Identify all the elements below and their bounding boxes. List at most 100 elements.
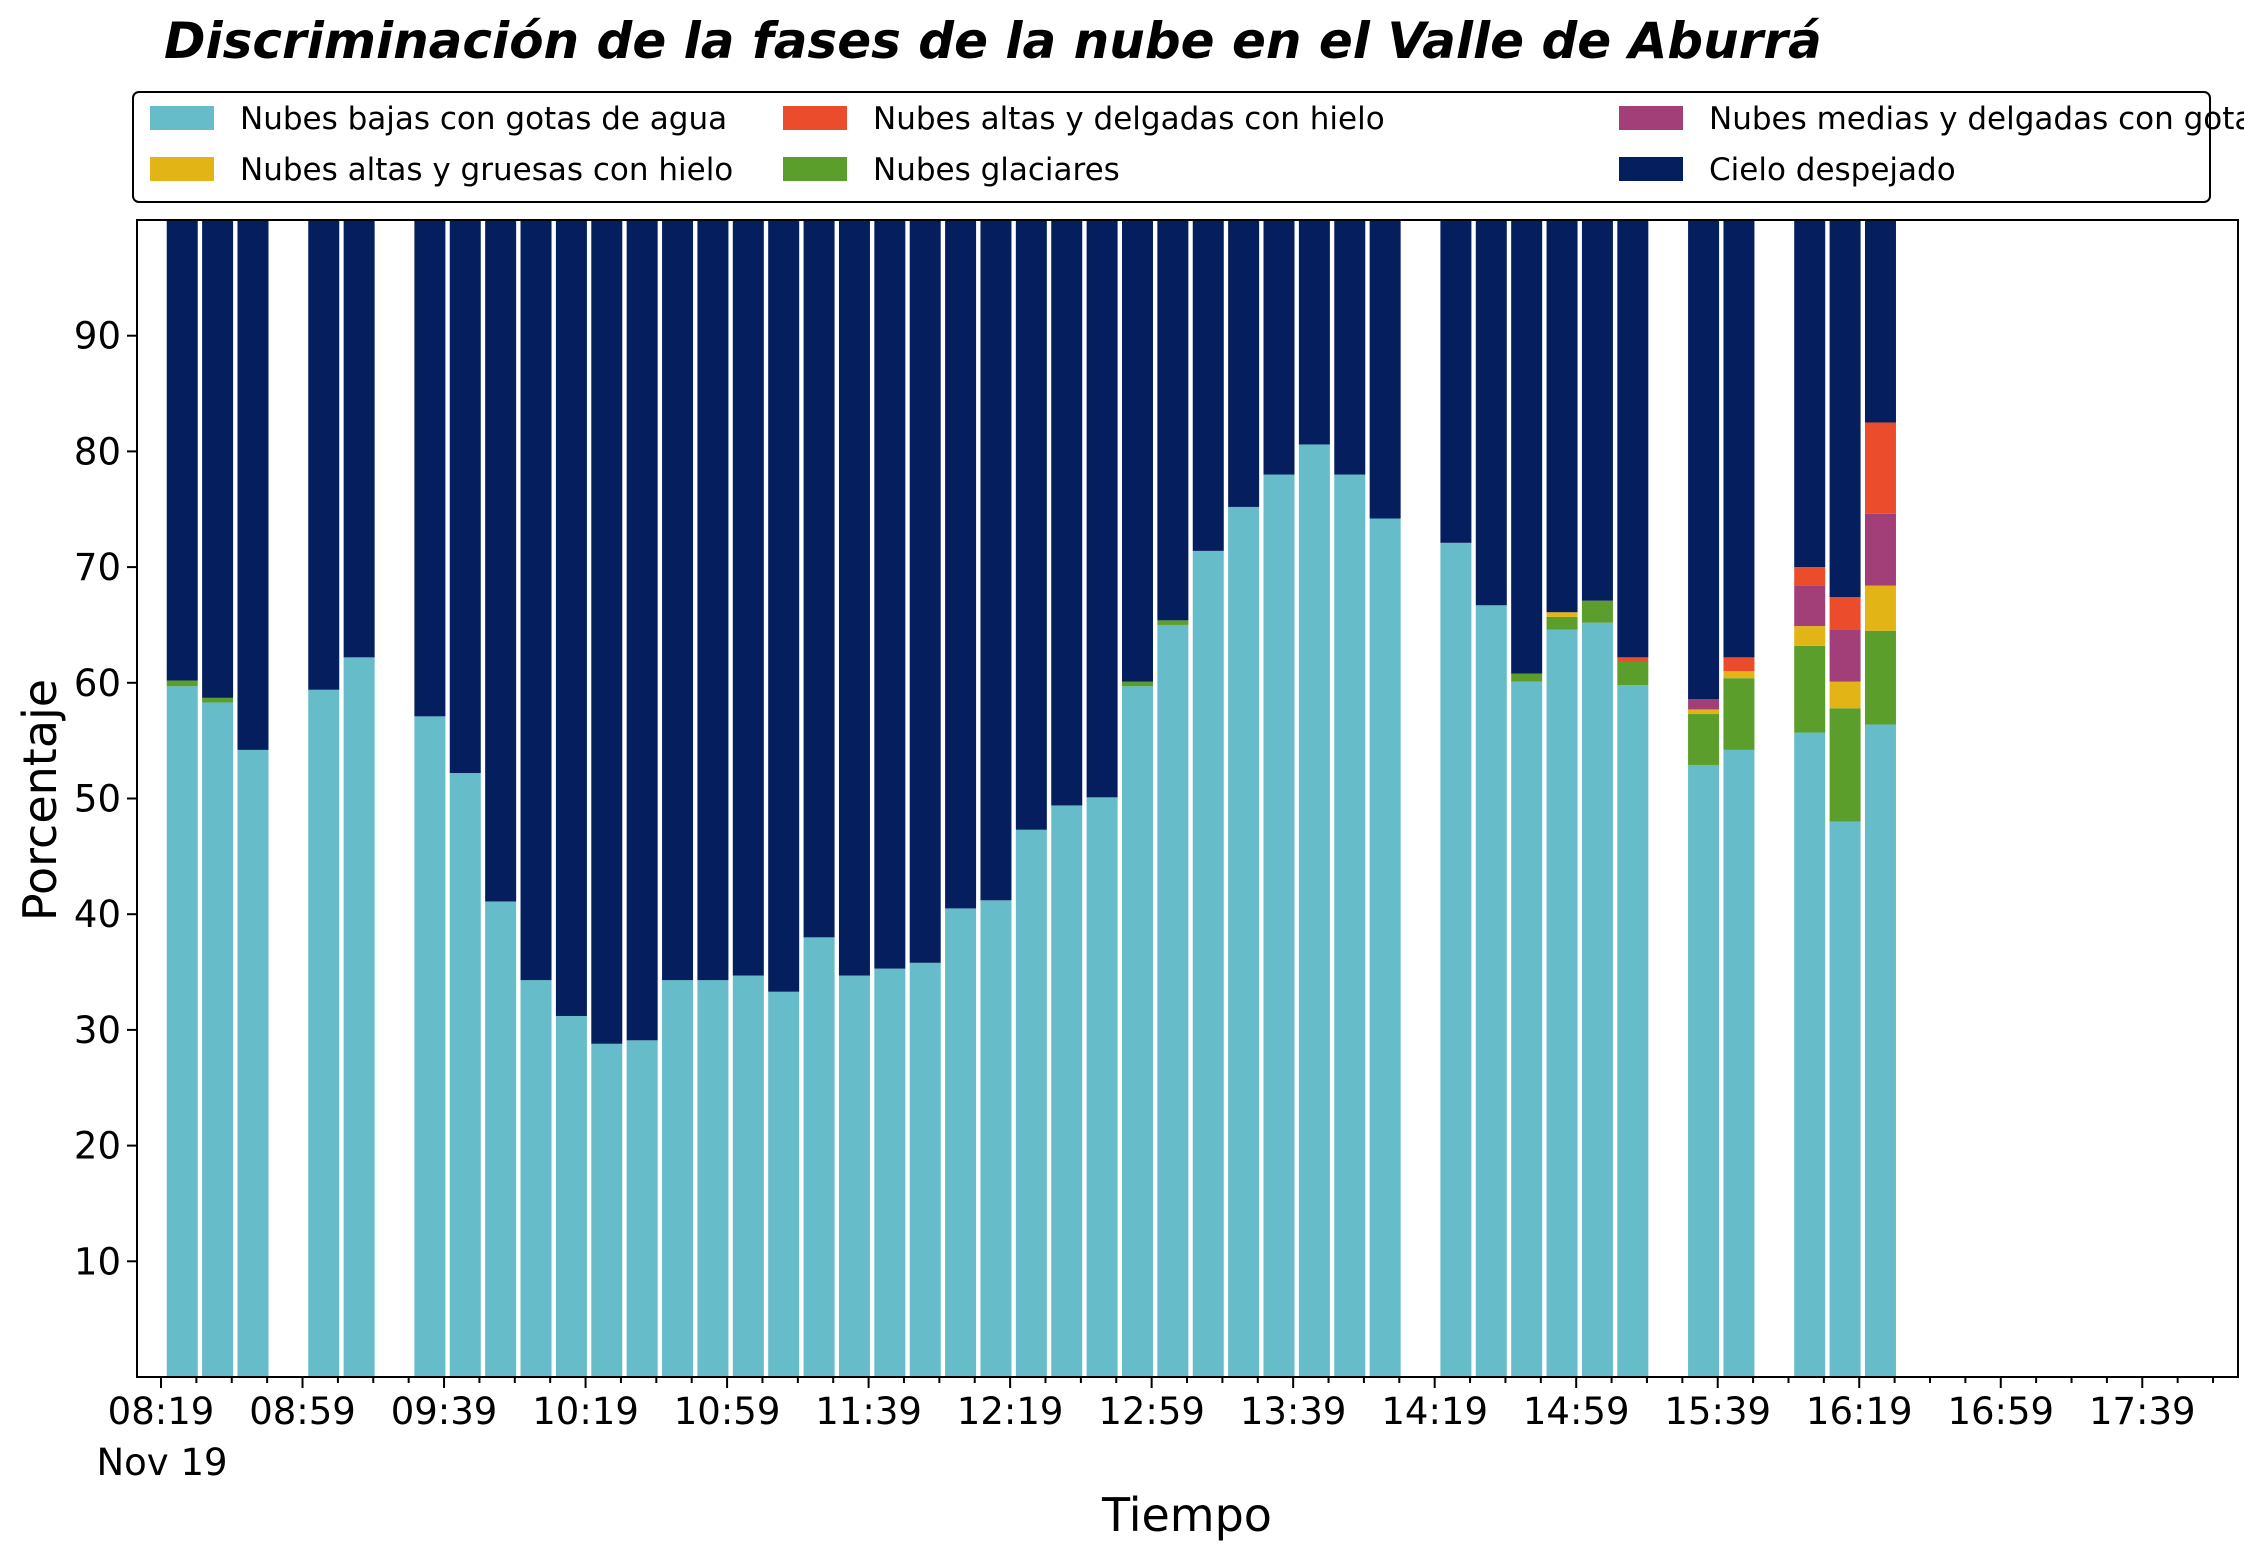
bar-segment-12-series-6: [626, 220, 658, 1041]
bar-segment-25-series-6: [1086, 220, 1118, 798]
bar-segment-18-series-6: [838, 220, 870, 976]
legend: Nubes bajas con gotas de agua Nubes altas…: [132, 91, 2244, 203]
bar-segment-32-series-6: [1334, 220, 1366, 475]
y-tick-label: 50: [74, 778, 121, 821]
legend-swatch: [783, 157, 847, 181]
bar-segment-30-series-6: [1263, 220, 1295, 475]
y-tick-label: 30: [74, 1009, 121, 1052]
legend-frame: [132, 91, 2211, 203]
bar-segment-44-series-6: [1864, 220, 1896, 423]
bar-segment-2-series-1: [202, 702, 234, 1377]
bar-segment-36-series-1: [1511, 681, 1543, 1377]
bar-segment-21-series-1: [945, 908, 977, 1377]
y-tick-label: 10: [74, 1240, 121, 1283]
bar-segment-28-series-6: [1192, 220, 1224, 551]
bar-segment-11-series-1: [591, 1043, 623, 1377]
bar-segment-12-series-1: [626, 1040, 658, 1377]
bar-segment-40-series-1: [1688, 764, 1720, 1377]
bar-segment-36-series-2: [1511, 673, 1543, 682]
bar-segment-43-series-5: [1829, 597, 1861, 630]
bar-segment-31-series-6: [1298, 220, 1330, 445]
x-tick-label: 11:39: [815, 1390, 922, 1433]
bar-segment-13-series-6: [662, 220, 694, 981]
bar-segment-41-series-3: [1723, 671, 1755, 679]
bar-segment-8-series-6: [485, 220, 517, 902]
y-tick-label: 70: [74, 546, 121, 589]
bar-segment-4-series-6: [308, 220, 340, 690]
x-tick-label: 13:39: [1240, 1390, 1347, 1433]
bar-segment-24-series-6: [1051, 220, 1083, 806]
x-axis: 08:19 08:59 09:39 10:19 10:59 11:39 12:19 12:59…: [108, 1377, 2215, 1433]
x-tick-label: 08:19: [108, 1390, 215, 1433]
legend-swatch: [150, 157, 214, 181]
bar-segment-42-series-6: [1794, 220, 1826, 568]
bar-segment-22-series-1: [980, 900, 1012, 1377]
bar-segment-42-series-2: [1794, 645, 1826, 733]
bar-segment-33-series-1: [1369, 518, 1401, 1377]
bar-segment-7-series-6: [449, 220, 481, 774]
bar-segment-41-series-1: [1723, 749, 1755, 1377]
bar-segment-38-series-2: [1581, 600, 1613, 623]
bar-segment-19-series-6: [874, 220, 906, 969]
bar-segment-42-series-3: [1794, 626, 1826, 646]
x-tick-label: 08:59: [249, 1390, 356, 1433]
bar-segment-43-series-3: [1829, 681, 1861, 709]
y-tick-label: 80: [74, 430, 121, 473]
legend-swatch: [1619, 157, 1683, 181]
x-axis-label: Tiempo: [1101, 1488, 1272, 1542]
x-tick-label: 10:59: [674, 1390, 781, 1433]
y-axis: 10 20 30 40 50 60 70 80 90: [74, 315, 137, 1283]
bar-segment-3-series-1: [237, 749, 269, 1377]
bar-segment-2-series-2: [202, 697, 234, 703]
bar-segment-23-series-1: [1015, 829, 1047, 1377]
legend-swatch: [1619, 106, 1683, 130]
bar-segment-43-series-6: [1829, 220, 1861, 598]
bar-segment-43-series-1: [1829, 821, 1861, 1377]
bar-segment-44-series-4: [1864, 513, 1896, 586]
bar-segment-28-series-1: [1192, 550, 1224, 1377]
bar-segment-26-series-2: [1121, 681, 1153, 687]
bar-segment-27-series-2: [1157, 620, 1189, 625]
bar-segment-26-series-1: [1121, 686, 1153, 1377]
bar-segment-15-series-6: [732, 220, 764, 976]
bar-segment-37-series-6: [1546, 220, 1578, 613]
y-axis-label: Porcentaje: [13, 679, 67, 921]
bar-segment-1-series-2: [166, 680, 198, 687]
bar-segment-20-series-6: [909, 220, 941, 963]
bar-segment-40-series-4: [1688, 699, 1720, 710]
bar-segment-27-series-1: [1157, 624, 1189, 1377]
x-tick-label: 15:39: [1664, 1390, 1771, 1433]
bar-segment-16-series-1: [768, 991, 800, 1377]
bar-segment-35-series-1: [1475, 605, 1507, 1377]
legend-swatch: [150, 106, 214, 130]
bar-segment-22-series-6: [980, 220, 1012, 901]
bar-segment-20-series-1: [909, 962, 941, 1377]
bar-segment-16-series-6: [768, 220, 800, 992]
bar-segment-23-series-6: [1015, 220, 1047, 830]
bar-segment-3-series-6: [237, 220, 269, 750]
legend-label: Nubes altas y delgadas con hielo: [873, 101, 1385, 137]
bar-segment-39-series-2: [1617, 661, 1649, 686]
x-tick-label: 12:19: [957, 1390, 1064, 1433]
bar-segment-34-series-6: [1440, 220, 1472, 543]
bar-segment-37-series-1: [1546, 629, 1578, 1377]
x-tick-label: 09:39: [391, 1390, 498, 1433]
bar-segment-25-series-1: [1086, 797, 1118, 1377]
bar-segment-37-series-2: [1546, 616, 1578, 630]
bar-segment-44-series-5: [1864, 422, 1896, 514]
bar-segment-10-series-1: [555, 1016, 587, 1377]
legend-label: Nubes altas y gruesas con hielo: [240, 152, 733, 188]
bar-segment-39-series-6: [1617, 220, 1649, 658]
bar-segment-11-series-6: [591, 220, 623, 1044]
y-tick-label: 60: [74, 662, 121, 705]
bar-segment-6-series-6: [414, 220, 446, 717]
bar-segment-44-series-3: [1864, 585, 1896, 631]
legend-swatch: [783, 106, 847, 130]
x-tick-label: 14:19: [1381, 1390, 1488, 1433]
bar-segment-42-series-4: [1794, 585, 1826, 627]
bar-segment-32-series-1: [1334, 474, 1366, 1377]
bar-segment-44-series-1: [1864, 724, 1896, 1377]
bar-segment-27-series-6: [1157, 220, 1189, 621]
bar-segment-29-series-1: [1228, 506, 1260, 1377]
